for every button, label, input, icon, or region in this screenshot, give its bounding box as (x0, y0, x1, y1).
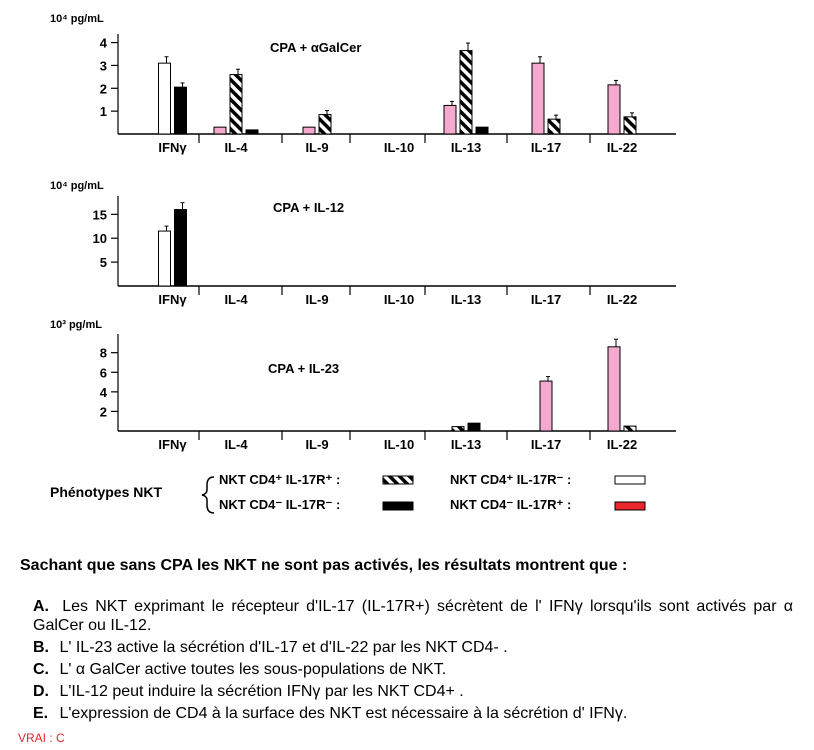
x-tick-label: IL-10 (384, 292, 414, 307)
legend-swatch-white (614, 475, 646, 485)
x-tick-label: IL-22 (607, 140, 637, 155)
option-letter: B. (33, 639, 49, 656)
y-tick-label: 8 (100, 346, 107, 361)
panel-title: CPA + IL-12 (273, 200, 344, 215)
legend-swatch-hatched (382, 475, 414, 485)
x-tick-label: IL-4 (224, 140, 248, 155)
bar-cd4p-17rp-il17 (547, 118, 561, 135)
y-tick-label: 6 (100, 365, 107, 380)
legend-label: NKT CD4⁺ IL-17R⁺ : (219, 472, 340, 487)
y-axis-unit: 10⁴ pg/mL (50, 13, 104, 25)
x-tick-label: IFNγ (158, 292, 187, 307)
y-tick-label: 3 (100, 58, 107, 73)
bar-cd4p-17rp-il22 (623, 116, 637, 135)
x-tick-label: IL-10 (384, 437, 414, 452)
bar-cd4p-17rp-il4 (229, 74, 243, 135)
option-text: L'IL-12 peut induire la sécrétion IFNγ p… (55, 683, 464, 700)
legend-brace (201, 476, 215, 514)
x-tick-label: IL-13 (451, 140, 481, 155)
x-tick-label: IL-4 (224, 437, 248, 452)
bar-cd4p-17rp-il13 (459, 50, 473, 135)
x-tick-label: IL-9 (305, 292, 328, 307)
y-axis-unit: 10⁴ pg/mL (50, 180, 104, 192)
bar-cd4p-17rn-ifn (158, 230, 171, 287)
bar-cd4p-17rp-il13 (451, 426, 465, 432)
answer-options: A. Les NKT exprimant le récepteur d'IL-1… (33, 597, 793, 726)
panel-title: CPA + IL-23 (268, 361, 339, 376)
y-tick-label: 2 (100, 404, 107, 419)
option-letter: E. (33, 705, 49, 722)
bar-cd4n-17rn-ifn (174, 209, 187, 287)
bar-cd4n-17rp-il17 (531, 62, 545, 135)
y-tick-label: 4 (100, 385, 108, 400)
legend: Phénotypes NKT NKT CD4⁺ IL-17R⁺ : NKT CD4⁺… (50, 472, 646, 514)
y-axis-unit: 10³ pg/mL (50, 319, 102, 331)
y-tick-label: 5 (100, 255, 107, 270)
legend-swatch-black (382, 501, 414, 511)
y-tick-label: 4 (100, 36, 108, 51)
x-tick-label: IL-22 (607, 437, 637, 452)
bar-cd4p-17rn-ifn (158, 62, 171, 135)
figure: 10⁴ pg/mL CPA + αGalCer 1 2 3 4 IFNγ IL-4 IL-9 IL… (50, 13, 676, 514)
x-tick-label: IL-17 (531, 292, 561, 307)
x-tick-label: IL-9 (305, 140, 328, 155)
y-tick-label: 2 (100, 81, 107, 96)
option-letter: C. (33, 661, 49, 678)
option-c: C. L' α GalCer active toutes les sous-po… (33, 660, 793, 679)
bar-cd4p-17rp-il9 (318, 114, 332, 135)
y-tick-label: 15 (93, 207, 107, 222)
y-tick-label: 1 (100, 104, 107, 119)
bar-cd4n-17rn-ifn (174, 86, 187, 135)
legend-swatch-red (614, 501, 646, 511)
x-tick-label: IL-10 (384, 140, 414, 155)
x-tick-label: IL-13 (451, 292, 481, 307)
question-text: Sachant que sans CPA les NKT ne sont pas… (20, 557, 628, 574)
bar-cd4n-17rp-il17 (539, 380, 553, 432)
chart-panel-2: 10⁴ pg/mL CPA + IL-12 5 10 15 IFNγ IL-4 IL-9 IL-… (50, 180, 676, 307)
legend-title: Phénotypes NKT (50, 484, 162, 500)
chart-panel-1: 10⁴ pg/mL CPA + αGalCer 1 2 3 4 IFNγ IL-4 IL-9 IL… (50, 13, 676, 155)
option-b: B. L' IL-23 active la sécrétion d'IL-17 … (33, 638, 793, 657)
y-tick-label: 10 (93, 231, 107, 246)
bar-cd4p-17rp-il22 (623, 425, 637, 432)
option-text: Les NKT exprimant le récepteur d'IL-17 (… (33, 598, 793, 634)
x-tick-label: IL-17 (531, 437, 561, 452)
option-d: D. L'IL-12 peut induire la sécrétion IFN… (33, 682, 793, 701)
bar-cd4n-17rp-il13 (443, 104, 457, 135)
option-letter: A. (33, 598, 49, 615)
x-tick-label: IL-17 (531, 140, 561, 155)
x-tick-label: IFNγ (158, 437, 187, 452)
bar-cd4n-17rp-il22 (607, 84, 621, 135)
bar-cd4n-17rn-il13 (467, 422, 481, 432)
legend-label: NKT CD4⁺ IL-17R⁻ : (450, 472, 571, 487)
answer-text: VRAI : C (18, 731, 65, 745)
option-letter: D. (33, 683, 49, 700)
x-tick-label: IL-13 (451, 437, 481, 452)
legend-label: NKT CD4⁻ IL-17R⁻ : (219, 497, 340, 512)
bar-cd4n-17rp-il4 (213, 126, 227, 135)
x-tick-label: IL-4 (224, 292, 248, 307)
x-tick-label: IFNγ (158, 140, 187, 155)
legend-label: NKT CD4⁻ IL-17R⁺ : (450, 497, 571, 512)
option-a: A. Les NKT exprimant le récepteur d'IL-1… (33, 597, 793, 635)
bar-cd4n-17rn-il13 (475, 126, 489, 135)
panel-title: CPA + αGalCer (270, 40, 361, 55)
x-tick-label: IL-22 (607, 292, 637, 307)
bar-cd4n-17rp-il9 (302, 126, 316, 135)
option-text: L'expression de CD4 à la surface des NKT… (55, 705, 628, 722)
bar-cd4n-17rn-il4 (245, 129, 259, 135)
bar-cd4n-17rp-il22 (607, 346, 621, 432)
chart-panel-3: 10³ pg/mL CPA + IL-23 2 4 6 8 IFNγ IL-4 IL-9 IL-1… (50, 319, 676, 452)
option-e: E. L'expression de CD4 à la surface des … (33, 704, 793, 723)
option-text: L' IL-23 active la sécrétion d'IL-17 et … (55, 639, 508, 656)
option-text: L' α GalCer active toutes les sous-popul… (55, 661, 447, 678)
x-tick-label: IL-9 (305, 437, 328, 452)
